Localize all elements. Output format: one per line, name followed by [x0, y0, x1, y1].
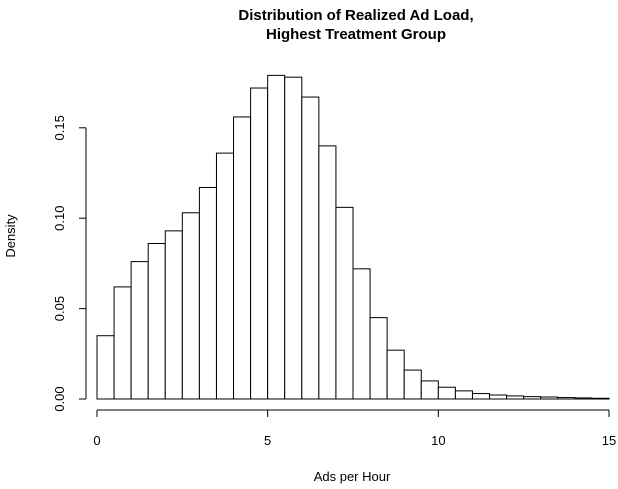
chart-title-line-1: Distribution of Realized Ad Load,	[238, 7, 473, 24]
histogram-bar	[113, 286, 132, 400]
x-axis-label: Ads per Hour	[314, 469, 391, 484]
histogram-bar	[130, 261, 149, 400]
histogram-bar	[386, 349, 405, 400]
histogram-bar	[574, 397, 593, 400]
bars-group	[96, 74, 610, 400]
histogram-bar	[301, 96, 320, 400]
x-axis: 0 5 10 15	[93, 409, 616, 448]
y-tick-label: 0.10	[52, 206, 67, 231]
histogram-bar	[233, 116, 252, 400]
histogram-bar	[369, 317, 388, 400]
histogram-bar	[335, 206, 354, 400]
histogram-bar	[471, 393, 491, 400]
histogram-bar	[403, 369, 422, 400]
histogram-bar	[96, 335, 115, 400]
histogram-bar	[215, 152, 235, 400]
histogram-bar	[267, 74, 286, 400]
histogram-bar	[284, 76, 303, 400]
y-tick-label: 0.05	[52, 296, 67, 321]
y-tick-label: 0.00	[52, 386, 67, 411]
histogram-bar	[198, 186, 217, 400]
x-tick-label: 15	[602, 433, 616, 448]
histogram-bar	[352, 268, 371, 400]
histogram-bar	[540, 396, 559, 400]
histogram-bar	[420, 380, 439, 400]
x-tick-label: 5	[264, 433, 271, 448]
histogram-bar	[318, 145, 337, 400]
histogram-bar	[250, 87, 269, 400]
histogram-bar	[437, 386, 456, 400]
histogram-bar	[506, 395, 525, 400]
histogram-bar	[523, 396, 542, 400]
y-tick-label: 0.15	[52, 115, 67, 140]
x-tick-label: 0	[93, 433, 100, 448]
histogram-bar	[489, 394, 508, 400]
histogram-bar	[557, 397, 576, 400]
histogram-bar	[164, 230, 183, 400]
histogram-bar	[181, 212, 200, 400]
y-axis: 0.00 0.05 0.10 0.15	[52, 115, 87, 412]
y-axis-label: Density	[3, 214, 18, 258]
histogram-bar	[147, 243, 166, 400]
chart-title-line-2: Highest Treatment Group	[266, 26, 446, 43]
histogram-bar	[454, 390, 473, 400]
histogram-bar	[591, 397, 610, 400]
x-tick-label: 10	[431, 433, 445, 448]
